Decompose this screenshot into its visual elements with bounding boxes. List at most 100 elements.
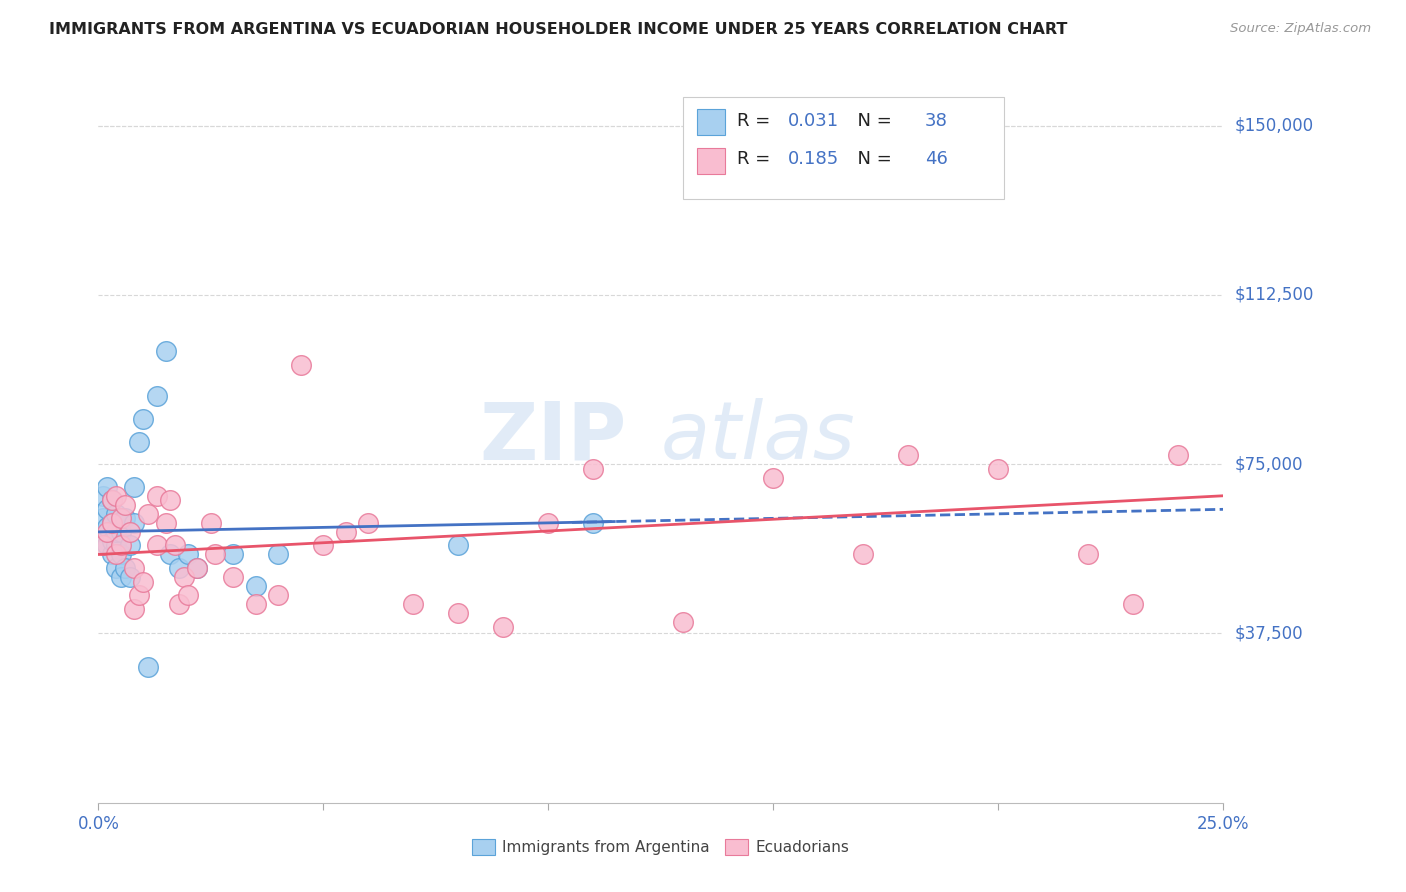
Point bbox=[177, 548, 200, 562]
Point bbox=[114, 498, 136, 512]
Text: $37,500: $37,500 bbox=[1234, 624, 1303, 642]
Point bbox=[357, 516, 380, 530]
Point bbox=[110, 538, 132, 552]
Point bbox=[186, 561, 208, 575]
Point bbox=[155, 344, 177, 359]
Text: atlas: atlas bbox=[661, 398, 856, 476]
Point bbox=[105, 524, 128, 539]
Point bbox=[96, 520, 118, 534]
Point bbox=[245, 597, 267, 611]
Text: ZIP: ZIP bbox=[479, 398, 627, 476]
Point bbox=[118, 524, 141, 539]
Point bbox=[96, 524, 118, 539]
Text: R =: R = bbox=[737, 112, 776, 130]
Point bbox=[169, 561, 191, 575]
Point bbox=[169, 597, 191, 611]
Point bbox=[312, 538, 335, 552]
Point bbox=[136, 660, 159, 674]
Point bbox=[987, 461, 1010, 475]
Point bbox=[101, 516, 124, 530]
Point bbox=[582, 461, 605, 475]
Text: R =: R = bbox=[737, 150, 776, 168]
Point bbox=[155, 516, 177, 530]
Point bbox=[114, 561, 136, 575]
Text: N =: N = bbox=[846, 112, 898, 130]
Point bbox=[267, 588, 290, 602]
Point bbox=[91, 524, 114, 539]
Text: Source: ZipAtlas.com: Source: ZipAtlas.com bbox=[1230, 22, 1371, 36]
Point bbox=[186, 561, 208, 575]
Point bbox=[1077, 548, 1099, 562]
Point bbox=[91, 538, 114, 552]
FancyBboxPatch shape bbox=[697, 148, 725, 174]
Point bbox=[132, 574, 155, 589]
Point bbox=[290, 358, 312, 372]
Point bbox=[897, 448, 920, 462]
Point bbox=[146, 389, 169, 403]
Point bbox=[101, 533, 124, 548]
Point bbox=[132, 412, 155, 426]
Text: 46: 46 bbox=[925, 150, 948, 168]
Point bbox=[96, 480, 118, 494]
Point bbox=[159, 493, 181, 508]
Point bbox=[105, 538, 128, 552]
Point bbox=[159, 548, 181, 562]
Point bbox=[96, 538, 118, 552]
FancyBboxPatch shape bbox=[697, 110, 725, 135]
Point bbox=[492, 620, 515, 634]
Point bbox=[101, 548, 124, 562]
Point bbox=[110, 511, 132, 525]
Text: 0.185: 0.185 bbox=[787, 150, 839, 168]
Point bbox=[222, 570, 245, 584]
Point bbox=[105, 507, 128, 521]
Point bbox=[91, 511, 114, 525]
Point bbox=[163, 538, 186, 552]
Point bbox=[124, 516, 146, 530]
Legend: Immigrants from Argentina, Ecuadorians: Immigrants from Argentina, Ecuadorians bbox=[465, 833, 856, 861]
Point bbox=[128, 434, 150, 449]
Point bbox=[110, 524, 132, 539]
Point bbox=[173, 570, 195, 584]
Point bbox=[146, 538, 169, 552]
Point bbox=[146, 489, 169, 503]
Point bbox=[402, 597, 425, 611]
Point bbox=[110, 570, 132, 584]
Point bbox=[105, 489, 128, 503]
Text: 0.031: 0.031 bbox=[787, 112, 839, 130]
Point bbox=[335, 524, 357, 539]
Text: $150,000: $150,000 bbox=[1234, 117, 1313, 135]
Point bbox=[114, 511, 136, 525]
Text: IMMIGRANTS FROM ARGENTINA VS ECUADORIAN HOUSEHOLDER INCOME UNDER 25 YEARS CORREL: IMMIGRANTS FROM ARGENTINA VS ECUADORIAN … bbox=[49, 22, 1067, 37]
Point bbox=[101, 516, 124, 530]
Point bbox=[1167, 448, 1189, 462]
Point bbox=[222, 548, 245, 562]
Point bbox=[118, 538, 141, 552]
Point bbox=[101, 493, 124, 508]
Point bbox=[204, 548, 226, 562]
Point bbox=[852, 548, 875, 562]
Point bbox=[124, 561, 146, 575]
Point bbox=[110, 548, 132, 562]
Point bbox=[200, 516, 222, 530]
Point bbox=[177, 588, 200, 602]
Text: $75,000: $75,000 bbox=[1234, 455, 1303, 473]
Point bbox=[124, 601, 146, 615]
Point bbox=[537, 516, 560, 530]
Point bbox=[762, 471, 785, 485]
Text: 38: 38 bbox=[925, 112, 948, 130]
Text: N =: N = bbox=[846, 150, 898, 168]
Point bbox=[105, 548, 128, 562]
Point bbox=[136, 507, 159, 521]
Point bbox=[447, 538, 470, 552]
Point bbox=[582, 516, 605, 530]
Point bbox=[91, 489, 114, 503]
Text: $112,500: $112,500 bbox=[1234, 285, 1313, 304]
Point bbox=[118, 570, 141, 584]
FancyBboxPatch shape bbox=[683, 97, 1004, 200]
Point bbox=[672, 615, 695, 630]
Point bbox=[267, 548, 290, 562]
Point bbox=[101, 493, 124, 508]
Point bbox=[96, 502, 118, 516]
Point bbox=[447, 606, 470, 620]
Point bbox=[105, 561, 128, 575]
